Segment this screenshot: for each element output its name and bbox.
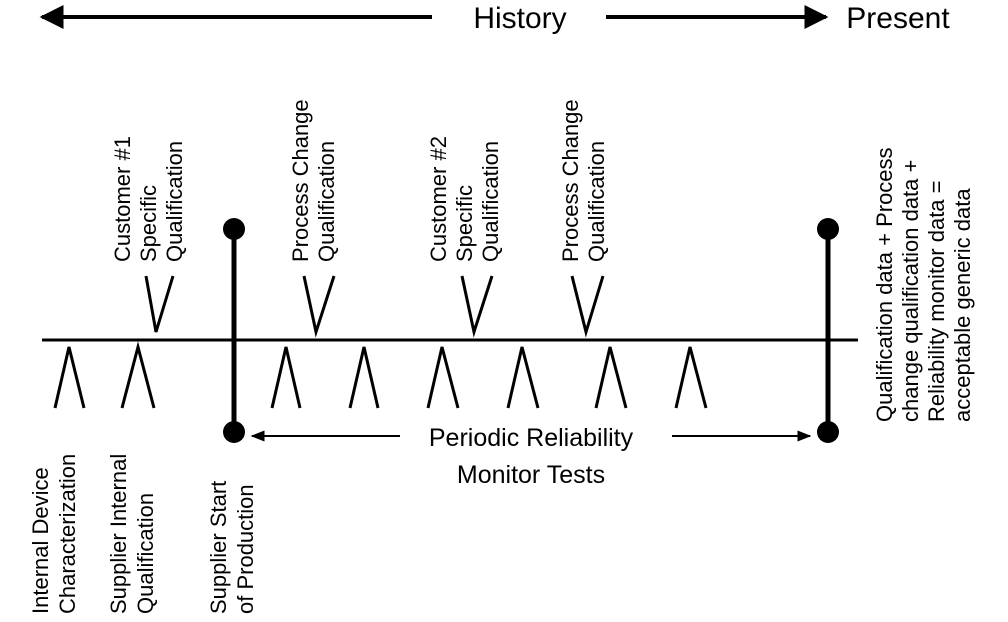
up-pointer-monitor-2 — [348, 346, 380, 409]
label-supplier-start-of-production: Supplier Start of Production — [206, 475, 258, 614]
start-marker-bottom-dot — [223, 421, 245, 443]
up-pointer-monitor-3 — [426, 346, 460, 409]
present-marker-bottom-dot — [817, 421, 839, 443]
label-customer1-qualification: Customer #1 Specific Qualification — [110, 130, 187, 262]
history-title: History — [473, 2, 566, 35]
up-pointer-internal-device — [53, 346, 86, 409]
label-customer2-qualification: Customer #2 Specific Qualification — [426, 130, 503, 262]
start-marker-top-dot — [223, 218, 245, 240]
v-pointer-customer1 — [144, 275, 175, 333]
monitor-label-line2: Monitor Tests — [457, 461, 605, 489]
right-note-generic-data: Qualification data + Process change qual… — [872, 141, 975, 422]
label-process-change-qualification-2: Process Change Qualification — [558, 93, 609, 262]
present-marker-top-dot — [817, 218, 839, 240]
monitor-label-line1: Periodic Reliability — [429, 424, 634, 452]
up-pointer-monitor-1 — [270, 346, 302, 409]
label-supplier-internal-qualification: Supplier Internal Qualification — [106, 448, 158, 614]
v-pointer-customer2 — [460, 275, 494, 338]
label-process-change-qualification-1: Process Change Qualification — [288, 93, 339, 262]
up-pointer-monitor-5 — [594, 346, 628, 409]
up-pointer-monitor-4 — [506, 346, 540, 409]
up-pointer-monitor-6 — [674, 346, 708, 409]
label-internal-device-characterization: Internal Device Characterization — [28, 454, 80, 614]
present-title: Present — [846, 2, 950, 35]
up-pointer-supplier-qual — [120, 341, 156, 409]
v-pointer-process-change-2 — [570, 275, 605, 338]
v-pointer-process-change-1 — [302, 275, 336, 338]
